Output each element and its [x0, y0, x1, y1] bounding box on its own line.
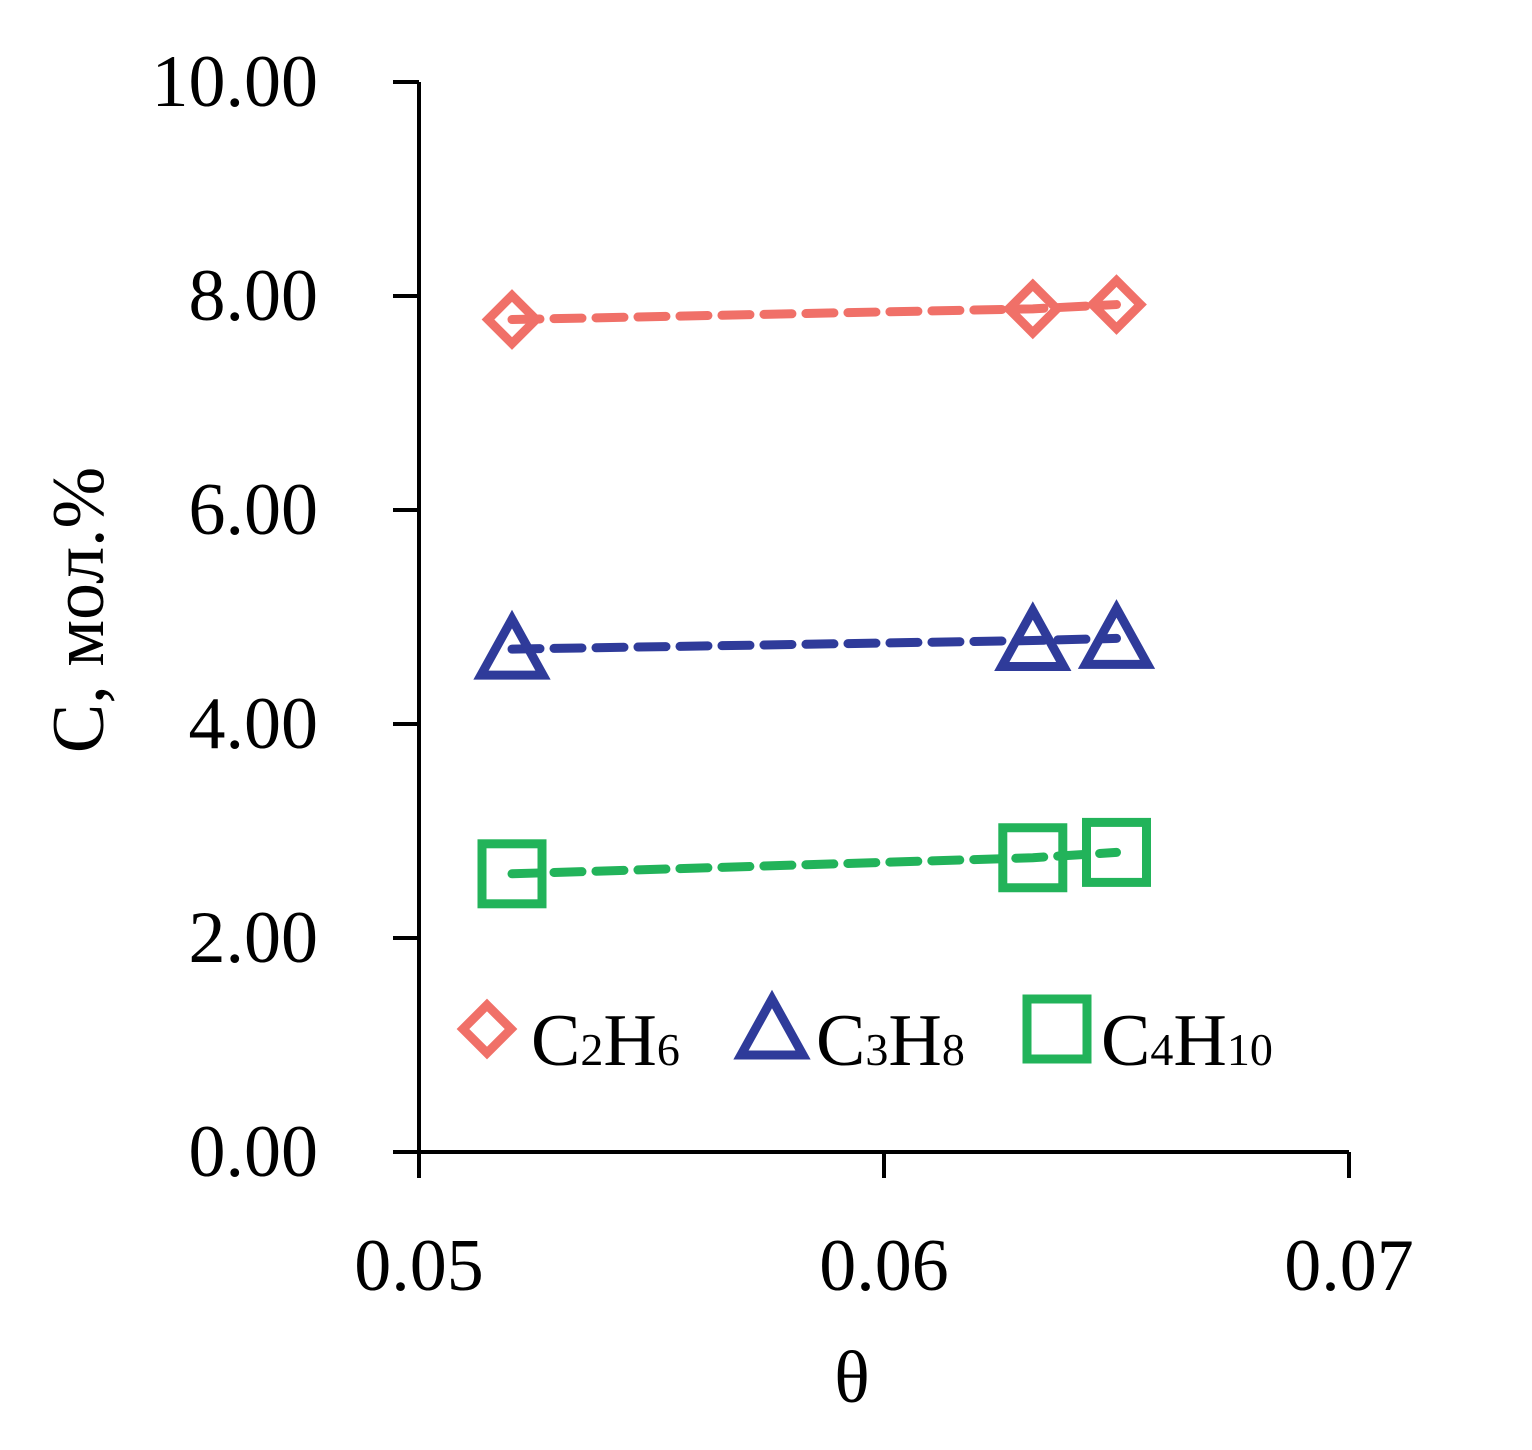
legend-marker [733, 989, 811, 1060]
data-point [473, 609, 551, 680]
legend-label-part: H [888, 1000, 941, 1082]
legend-entry: C3H8 [733, 989, 965, 1082]
y-tick-label: 4.00 [189, 683, 319, 765]
legend-label-part: C [531, 1000, 580, 1082]
legend-marker [456, 998, 518, 1060]
x-axis-title: θ [834, 1337, 869, 1419]
series-line [507, 847, 1121, 879]
series-C2H6 [481, 274, 1147, 350]
legend-label-subscript: 8 [942, 1024, 965, 1075]
y-axis-title: C, мол.% [38, 467, 120, 753]
legend-label-subscript: 6 [657, 1024, 680, 1075]
y-tick-label: 0.00 [189, 1111, 319, 1193]
legend-label: C3H8 [816, 1000, 965, 1082]
legend-label-part: C [1101, 1000, 1150, 1082]
data-point [477, 839, 547, 909]
legend-label: C2H6 [531, 1000, 680, 1082]
series-C3H8 [473, 599, 1156, 680]
legend-label-subscript: 10 [1227, 1024, 1273, 1075]
legend: C2H6 C3H8 C4H10 [456, 989, 1273, 1082]
legend-label-subscript: 2 [580, 1024, 603, 1075]
data-point [1086, 274, 1147, 335]
series-line [507, 300, 1121, 325]
data-point [481, 289, 543, 350]
data-point [998, 823, 1068, 893]
x-tick-label: 0.05 [354, 1225, 484, 1307]
data-point [994, 601, 1072, 672]
series-line [507, 633, 1121, 654]
axes: 0.00 2.00 4.00 6.00 8.00 10.00 0.05 0.06 0.07 [152, 41, 1414, 1307]
x-tick-label: 0.06 [819, 1225, 949, 1307]
data-point [1082, 817, 1151, 887]
y-tick-label: 6.00 [189, 469, 319, 551]
legend-label-subscript: 4 [1150, 1024, 1173, 1075]
data-point [1002, 278, 1064, 340]
y-tick-label: 2.00 [189, 897, 319, 979]
y-tick-label: 8.00 [189, 255, 319, 337]
x-tick-label: 0.07 [1284, 1225, 1414, 1307]
legend-entry: C2H6 [456, 998, 680, 1082]
series-layer [473, 274, 1156, 909]
y-tick-label: 10.00 [152, 41, 319, 123]
legend-label-part: C [816, 1000, 865, 1082]
legend-marker [1022, 994, 1092, 1064]
data-point [1077, 599, 1156, 669]
legend-label-subscript: 3 [865, 1024, 888, 1075]
legend-label: C4H10 [1101, 1000, 1273, 1082]
series-C4H10 [477, 817, 1151, 909]
legend-label-part: H [603, 1000, 656, 1082]
legend-entry: C4H10 [1022, 994, 1273, 1082]
legend-label-part: H [1173, 1000, 1226, 1082]
